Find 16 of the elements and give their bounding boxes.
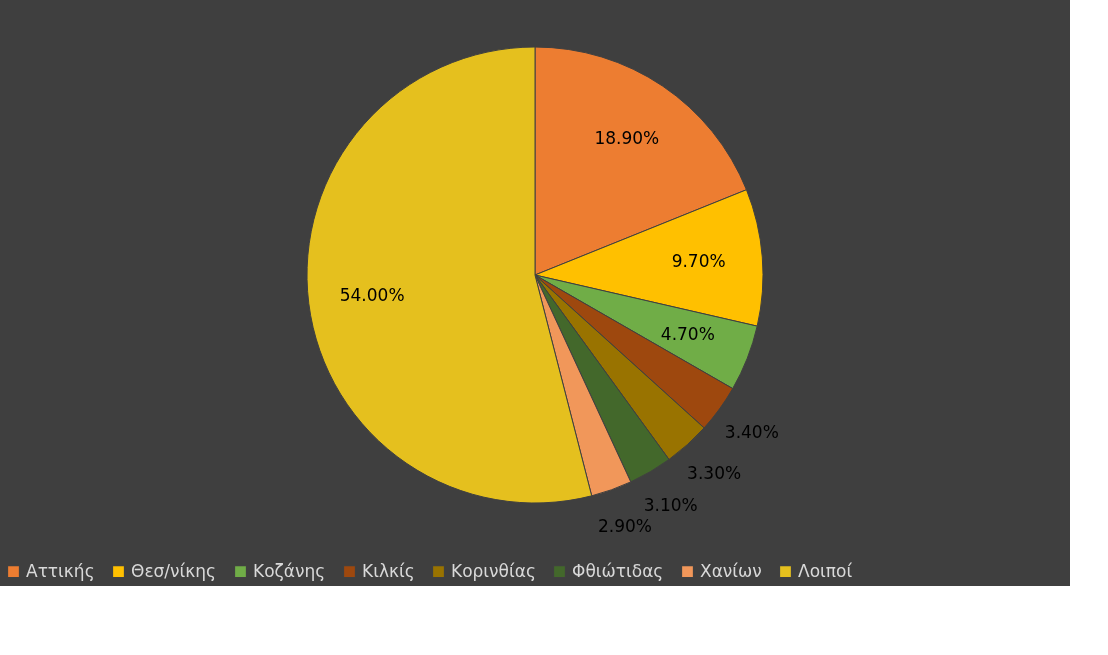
legend-label: Φθιώτιδας <box>572 560 664 581</box>
data-label: 3.40% <box>724 421 779 442</box>
data-label: 9.70% <box>671 251 726 272</box>
legend-label: Θεσ/νίκης <box>131 560 217 581</box>
legend-label: Κοζάνης <box>253 560 326 581</box>
legend-label: Κορινθίας <box>451 560 536 581</box>
data-label: 4.70% <box>660 323 715 344</box>
data-label: 18.90% <box>594 127 660 148</box>
data-label: 3.30% <box>687 463 742 484</box>
data-label: 3.10% <box>643 495 698 516</box>
data-label: 54.00% <box>339 284 405 305</box>
data-label: 2.90% <box>597 516 652 537</box>
legend-label: Κιλκίς <box>362 560 415 581</box>
legend-label: Χανίων <box>700 560 762 581</box>
legend-label: Λοιποί <box>798 560 853 581</box>
legend-label: Αττικής <box>26 560 95 581</box>
